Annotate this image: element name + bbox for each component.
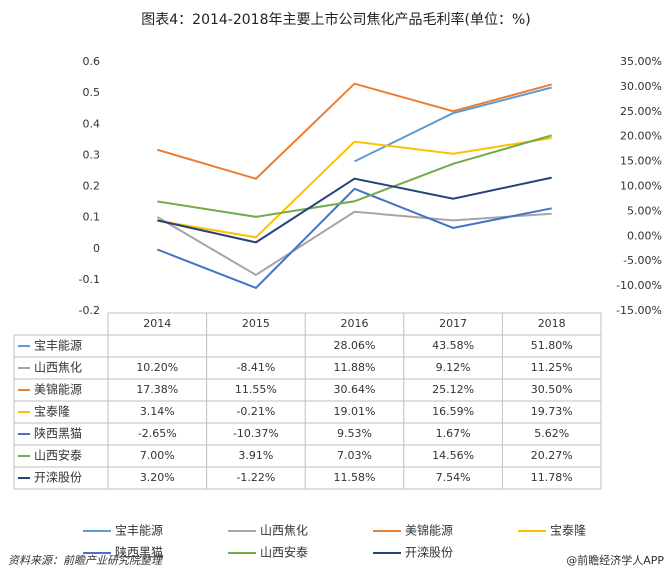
legend-label: 开滦股份 [405,545,453,560]
x-tick-label: 2018 [538,317,566,330]
y-tick-label: 0 [93,242,100,255]
x-tick-label: 2015 [242,317,270,330]
y2-tick-label: 20.00% [620,130,662,143]
table-cell: 30.64% [334,383,376,396]
legend-label: 陕西黑猫 [115,545,163,560]
y-tick-label: -0.2 [79,304,100,317]
table-cell: 28.06% [334,339,376,352]
table-cell: 9.53% [337,427,372,440]
y2-tick-label: -10.00% [616,279,662,292]
table-cell: 19.01% [334,405,376,418]
y2-tick-label: 15.00% [620,155,662,168]
series-line [157,176,552,244]
table-cell: 11.58% [334,471,376,484]
table-cell: 9.12% [436,361,471,374]
legend-label: 美锦能源 [405,524,453,538]
series-line [156,187,552,290]
row-label: 陕西黑猫 [34,426,82,441]
series-line [157,134,552,218]
y-tick-label: 0.3 [83,148,101,161]
row-label: 美锦能源 [34,383,82,397]
y-tick-label: 0.6 [83,55,101,68]
row-label: 山西焦化 [34,361,82,375]
table-cell: -10.37% [233,427,279,440]
series-line [157,82,552,180]
series-line [354,86,552,163]
y-tick-label: 0.4 [83,117,101,130]
table-cell: 5.62% [534,427,569,440]
y2-tick-label: 30.00% [620,80,662,93]
chart-title: 图表4：2014-2018年主要上市公司焦化产品毛利率(单位：%) [141,11,530,28]
table-cell: 20.27% [531,449,573,462]
y2-tick-label: -15.00% [616,304,662,317]
table-cell: -2.65% [138,427,177,440]
table-cell: 11.55% [235,383,277,396]
series-line [157,137,552,239]
y-tick-label: 0.1 [83,211,101,224]
table-cell: 11.88% [334,361,376,374]
table-cell: 7.03% [337,449,372,462]
table-cell: 7.54% [436,471,471,484]
y2-tick-label: 0.00% [627,229,662,242]
table-cell: -1.22% [236,471,275,484]
y-tick-label: -0.1 [79,273,100,286]
y2-tick-label: -5.00% [623,254,662,267]
table-cell: 1.67% [436,427,471,440]
table-cell: 19.73% [531,405,573,418]
table-cell: -8.41% [236,361,275,374]
series-line [156,210,552,277]
table-cell: 7.00% [140,449,175,462]
credit: @前瞻经济学人APP [566,553,664,567]
legend-label: 宝丰能源 [115,524,163,538]
y-tick-label: 0.5 [83,86,101,99]
table-cell: 11.25% [531,361,573,374]
table-cell: 16.59% [432,405,474,418]
table-cell: 43.58% [432,339,474,352]
row-label: 宝泰隆 [34,404,70,419]
legend-label: 山西安泰 [260,545,308,560]
table-cell: 30.50% [531,383,573,396]
y2-tick-label: 35.00% [620,55,662,68]
table-cell: 3.20% [140,471,175,484]
legend-label: 山西焦化 [260,524,308,538]
x-tick-label: 2014 [143,317,171,330]
table-cell: 3.91% [238,449,273,462]
row-label: 开滦股份 [34,470,82,485]
table-cell: 14.56% [432,449,474,462]
legend-label: 宝泰隆 [550,523,586,538]
table-cell: 11.78% [531,471,573,484]
row-label: 宝丰能源 [34,339,82,353]
y2-tick-label: 10.00% [620,180,662,193]
table-cell: 17.38% [136,383,178,396]
source: 资料来源：前瞻产业研究院整理 [8,554,164,567]
y-tick-label: 0.2 [83,180,101,193]
y2-tick-label: 5.00% [627,204,662,217]
table-cell: 10.20% [136,361,178,374]
table-cell: 3.14% [140,405,175,418]
table-cell: -0.21% [236,405,275,418]
x-tick-label: 2016 [341,317,369,330]
row-label: 山西安泰 [34,448,82,463]
table-cell: 25.12% [432,383,474,396]
y2-tick-label: 25.00% [620,105,662,118]
table-cell: 51.80% [531,339,573,352]
x-tick-label: 2017 [439,317,467,330]
